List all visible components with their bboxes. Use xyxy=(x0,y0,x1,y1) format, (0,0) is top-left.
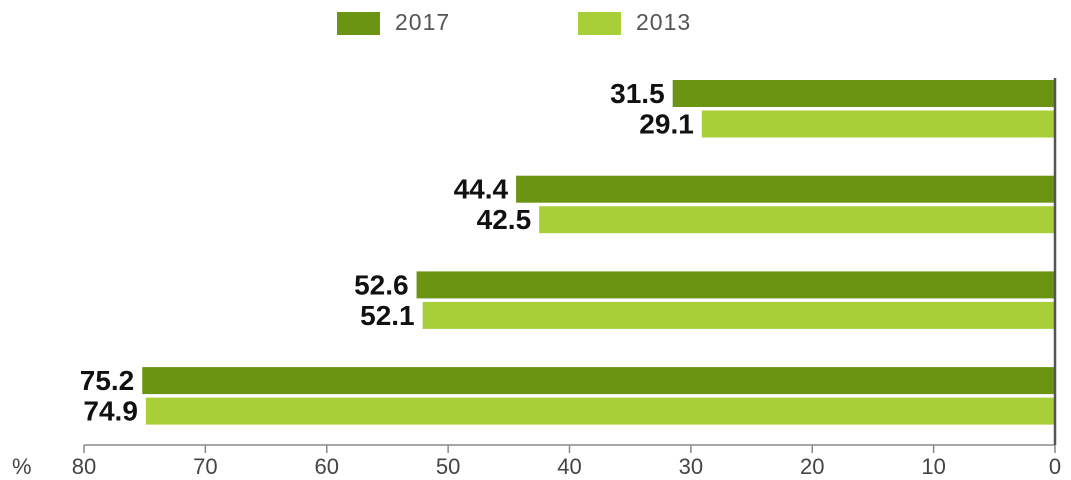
bar xyxy=(701,110,1055,138)
x-tick-label: 70 xyxy=(193,454,217,479)
data-label: 44.4 xyxy=(454,174,509,205)
data-label: 52.6 xyxy=(354,269,409,300)
x-tick-label: 60 xyxy=(315,454,339,479)
bar xyxy=(142,367,1055,395)
x-tick-label: 20 xyxy=(800,454,824,479)
bar xyxy=(422,301,1056,329)
bar xyxy=(539,206,1055,234)
bar xyxy=(672,80,1055,107)
bar xyxy=(145,397,1055,425)
x-tick-label: 0 xyxy=(1049,454,1061,479)
data-label: 74.9 xyxy=(83,395,138,426)
legend-swatch xyxy=(578,12,621,35)
x-axis-label: % xyxy=(12,454,32,479)
x-tick-label: 40 xyxy=(557,454,581,479)
legend-label: 2017 xyxy=(395,9,450,35)
bar xyxy=(416,271,1055,299)
data-label: 52.1 xyxy=(360,300,415,331)
data-label: 31.5 xyxy=(610,78,665,109)
legend-label: 2013 xyxy=(636,9,691,35)
x-tick-label: 30 xyxy=(679,454,703,479)
data-label: 29.1 xyxy=(639,108,694,139)
bar xyxy=(516,175,1055,203)
data-label: 75.2 xyxy=(80,365,135,396)
x-tick-label: 10 xyxy=(921,454,945,479)
legend-swatch xyxy=(337,12,380,35)
data-label: 42.5 xyxy=(477,204,532,235)
x-tick-label: 50 xyxy=(436,454,460,479)
x-tick-label: 80 xyxy=(72,454,96,479)
